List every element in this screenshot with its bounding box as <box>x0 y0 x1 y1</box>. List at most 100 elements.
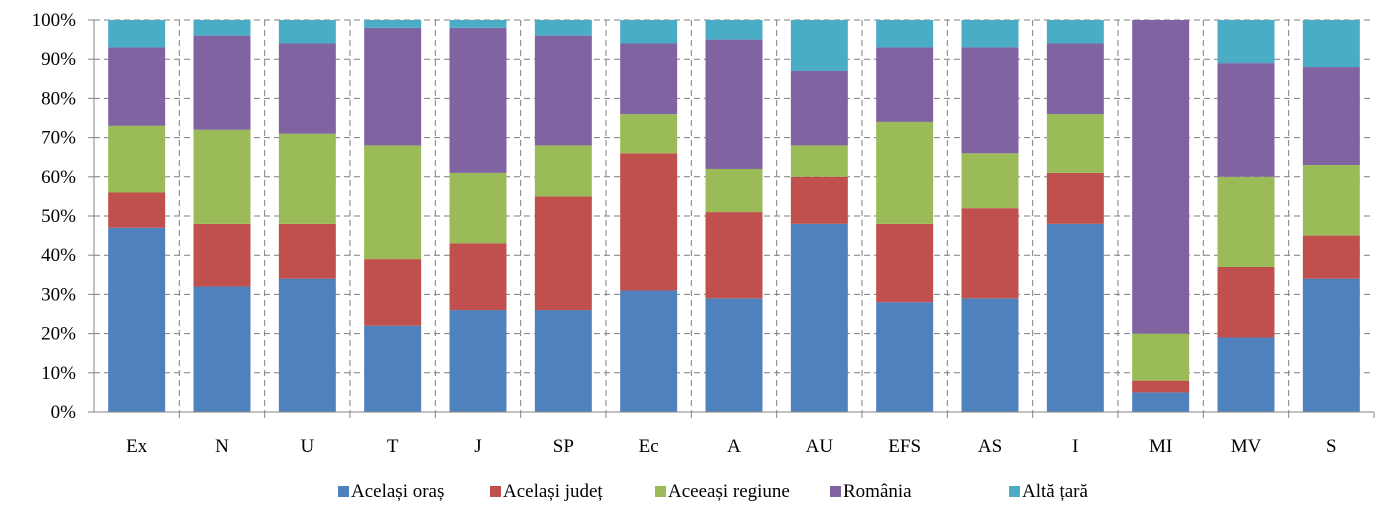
x-tick-label: EFS <box>888 436 921 457</box>
bar-segment <box>1302 235 1360 279</box>
bar-segment <box>961 47 1019 154</box>
x-tick-label: AU <box>806 436 834 457</box>
legend-label: Același oraș <box>351 481 444 502</box>
bar-segment <box>705 298 763 412</box>
x-tick-label: N <box>215 436 229 457</box>
bar-segment <box>1217 176 1275 267</box>
y-tick-label: 20% <box>41 324 76 345</box>
x-tick-labels: Ex N U T J SP Ec A AU EFS AS I MI MV S <box>126 436 1337 457</box>
bar-segment <box>620 43 678 115</box>
bar-segment <box>449 172 507 244</box>
bar-segment <box>1302 165 1360 236</box>
bar-segment <box>620 290 678 412</box>
bar-segment <box>108 47 166 126</box>
bar-segment <box>278 223 336 279</box>
x-tick-label: Ec <box>639 436 659 457</box>
bar-segment <box>1132 333 1190 381</box>
bars <box>108 20 1360 412</box>
bar-segment <box>108 227 166 412</box>
y-tick-label: 10% <box>41 363 76 384</box>
bar-segment <box>1046 172 1104 224</box>
bar-segment <box>705 39 763 169</box>
y-tick-label: 70% <box>41 128 76 149</box>
bar-segment <box>705 20 763 40</box>
x-tick-label: MV <box>1231 436 1262 457</box>
bar-segment <box>961 153 1019 209</box>
x-tick-label: I <box>1072 436 1078 457</box>
y-tick-label: 0% <box>51 402 77 423</box>
bar-segment <box>193 223 251 287</box>
bar-segment <box>790 70 848 146</box>
bar-segment <box>620 20 678 44</box>
bar-segment <box>449 243 507 311</box>
bar-segment <box>278 278 336 412</box>
bar-segment <box>1217 337 1275 412</box>
bar-segment <box>1217 20 1275 64</box>
x-tick-label: Ex <box>126 436 148 457</box>
legend-swatch <box>490 486 501 497</box>
bar-segment <box>790 20 848 71</box>
bar-segment <box>961 20 1019 48</box>
bar-segment <box>1046 20 1104 44</box>
legend: Același oraș Același județ Aceeași regiune… <box>338 481 1089 502</box>
legend-label: Aceeași regiune <box>668 481 790 502</box>
x-tick-label: S <box>1326 436 1337 457</box>
x-tick-label: A <box>727 436 741 457</box>
legend-swatch <box>1009 486 1020 497</box>
bar-segment <box>876 20 934 48</box>
bar-segment <box>278 133 336 224</box>
y-tick-label: 40% <box>41 245 76 266</box>
bar-segment <box>278 43 336 134</box>
x-tick-label: SP <box>553 436 574 457</box>
bar-segment <box>449 20 507 28</box>
bar-segment <box>364 259 422 326</box>
x-tick-label: J <box>474 436 481 457</box>
bar-segment <box>790 223 848 412</box>
bar-segment <box>364 325 422 412</box>
legend-swatch <box>655 486 666 497</box>
bar-segment <box>534 145 592 197</box>
bar-segment <box>1046 223 1104 412</box>
y-tick-label: 100% <box>32 10 77 31</box>
bar-segment <box>1132 20 1190 334</box>
bar-segment <box>705 168 763 213</box>
bar-segment <box>193 286 251 412</box>
legend-label: Altă țară <box>1022 481 1089 502</box>
bar-segment <box>1217 63 1275 177</box>
y-tick-labels: 0% 10% 20% 30% 40% 50% 60% 70% 80% 90% 100% <box>32 10 77 423</box>
legend-swatch <box>338 486 349 497</box>
bar-segment <box>108 192 166 228</box>
bar-segment <box>449 27 507 173</box>
bar-segment <box>876 47 934 122</box>
bar-segment <box>876 223 934 303</box>
bar-segment <box>534 35 592 146</box>
bar-segment <box>534 196 592 311</box>
y-tick-label: 30% <box>41 284 76 305</box>
y-tick-label: 80% <box>41 88 76 109</box>
bar-segment <box>534 310 592 412</box>
bar-segment <box>364 145 422 260</box>
bar-segment <box>1302 20 1360 68</box>
bar-segment <box>1132 380 1190 393</box>
bar-segment <box>876 302 934 412</box>
bar-segment <box>1046 43 1104 115</box>
y-tick-label: 50% <box>41 206 76 227</box>
bar-segment <box>705 212 763 299</box>
bar-segment <box>790 145 848 177</box>
bar-segment <box>108 20 166 48</box>
bar-segment <box>449 310 507 412</box>
bar-segment <box>193 35 251 130</box>
bar-segment <box>1132 392 1190 412</box>
bar-segment <box>534 20 592 36</box>
bar-segment <box>364 20 422 28</box>
legend-swatch <box>830 486 841 497</box>
bar-segment <box>108 125 166 193</box>
y-tick-label: 60% <box>41 167 76 188</box>
legend-label: România <box>843 481 912 502</box>
x-tick-label: U <box>300 436 314 457</box>
bar-segment <box>620 153 678 291</box>
x-tick-label: AS <box>978 436 1002 457</box>
bar-segment <box>620 114 678 154</box>
bar-segment <box>278 20 336 44</box>
